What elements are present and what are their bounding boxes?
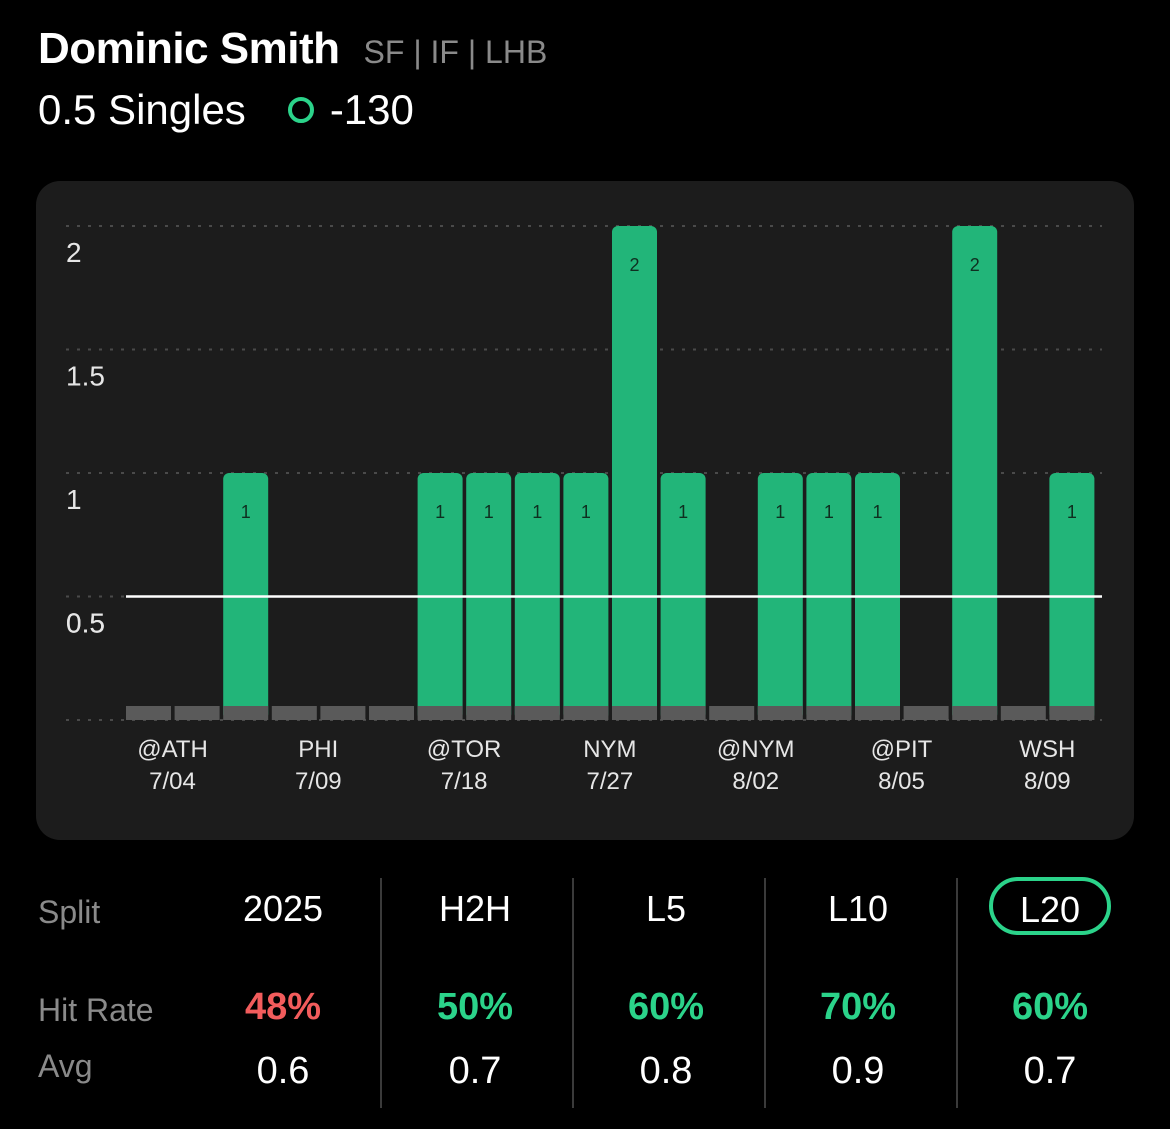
player-meta: SF | IF | LHB: [363, 34, 548, 70]
split-header: 2025: [188, 888, 378, 930]
bar-base: [223, 706, 269, 720]
header: Dominic Smith SF | IF | LHB 0.5 Singles …: [38, 24, 547, 134]
bar-value-label: 1: [241, 502, 251, 522]
bar-chart: 0.511.521 1 1 1 121 1 1 1210.5@ATH7/04PHI7/09@T…: [66, 225, 1102, 795]
bar-value-label: 1: [775, 502, 785, 522]
x-team-label: NYM: [583, 736, 636, 763]
column-divider: [572, 878, 574, 1108]
x-date-label: 8/09: [1024, 768, 1071, 795]
avg-value: 0.8: [639, 1050, 693, 1092]
hit-rate-value: 70%: [819, 986, 897, 1028]
split-tab-l20[interactable]: L20: [989, 877, 1111, 935]
split-tab-l10[interactable]: L10: [827, 888, 889, 929]
column-divider: [380, 878, 382, 1108]
x-team-label: @PIT: [871, 736, 933, 763]
player-name: Dominic Smith: [38, 24, 340, 73]
y-tick-label: 2: [66, 237, 82, 268]
x-date-label: 7/18: [441, 768, 488, 795]
split-tab-h2h[interactable]: H2H: [438, 888, 512, 929]
hit-rate-label: Hit Rate: [38, 992, 154, 1028]
bar-base: [1000, 706, 1046, 720]
bar-value-label: 2: [970, 255, 980, 275]
prop-line: 0.5 Singles: [38, 86, 246, 133]
bar-base: [855, 706, 900, 720]
bar-base: [563, 706, 609, 720]
split-header: H2H: [380, 888, 570, 930]
hit-rate-value: 60%: [1011, 986, 1089, 1028]
chart-card: 0.5 1 1.5 2 1 1 1 1 1 2 1 1 1 1 2 1 0.5 @ATH 7/04 PHI 7/09 @T…: [36, 181, 1134, 840]
bar-base: [806, 706, 852, 720]
bar-value-label: 2: [629, 255, 639, 275]
x-date-label: 7/27: [587, 768, 634, 795]
bar-value-label: 1: [1067, 502, 1077, 522]
line-value-label: 0.5: [66, 608, 105, 639]
bar-base: [174, 706, 220, 720]
bar-base: [126, 706, 171, 720]
avg-value: 0.7: [1023, 1050, 1077, 1092]
bar-value-label: 1: [484, 502, 494, 522]
bar-base: [320, 706, 366, 720]
bar-base: [466, 706, 512, 720]
hit-rate-value: 60%: [627, 986, 705, 1028]
avg-value: 0.6: [256, 1050, 310, 1092]
bar-base: [271, 706, 317, 720]
x-team-label: @ATH: [137, 736, 208, 763]
bar-base: [660, 706, 706, 720]
split-header: L10: [763, 888, 953, 930]
split-header: L20: [955, 877, 1145, 935]
hit-rate-value: 48%: [244, 986, 322, 1028]
bar-value-label: 1: [435, 502, 445, 522]
y-tick-label: 1.5: [66, 361, 105, 392]
over-circle-icon: [287, 97, 314, 123]
hit-rate-value: 50%: [436, 986, 514, 1028]
avg-label: Avg: [38, 1048, 93, 1084]
bar: [952, 226, 998, 720]
bar-value-label: 1: [824, 502, 834, 522]
odds-value: -130: [329, 86, 414, 133]
bar-value-label: 1: [581, 502, 591, 522]
bar-base: [1049, 706, 1095, 720]
split-label: Split: [38, 894, 101, 930]
x-team-label: PHI: [298, 736, 338, 763]
bar-base: [612, 706, 657, 720]
bar-base: [709, 706, 755, 720]
bar-base: [369, 706, 414, 720]
avg-value: 0.7: [448, 1050, 502, 1092]
y-tick-label: 0.5: [66, 608, 105, 639]
x-team-label: @NYM: [717, 736, 795, 763]
avg-value: 0.9: [831, 1050, 885, 1092]
column-divider: [764, 878, 766, 1108]
bar-base: [903, 706, 949, 720]
stats-table: Split Hit Rate Avg 2025 48% 0.6 H2H 50% 0.7 L5…: [0, 858, 1170, 1129]
bar-base: [952, 706, 998, 720]
bar-base: [417, 706, 463, 720]
column-divider: [956, 878, 958, 1108]
bar: [612, 226, 657, 720]
bar-value-label: 1: [532, 502, 542, 522]
split-tab-l5[interactable]: L5: [645, 888, 687, 929]
bar-base: [514, 706, 560, 720]
bar-value-label: 1: [678, 502, 688, 522]
x-team-label: WSH: [1019, 736, 1075, 763]
x-date-label: 8/02: [732, 768, 779, 795]
split-header: L5: [571, 888, 761, 930]
split-tab-2025[interactable]: 2025: [242, 888, 324, 929]
bar-base: [757, 706, 803, 720]
x-date-label: 8/05: [878, 768, 925, 795]
prop-row: 0.5 Singles -130: [38, 86, 547, 134]
bar-value-label: 1: [872, 502, 882, 522]
x-date-label: 7/04: [149, 768, 196, 795]
x-date-label: 7/09: [295, 768, 342, 795]
name-row: Dominic Smith SF | IF | LHB: [38, 24, 547, 74]
x-team-label: @TOR: [427, 736, 502, 763]
y-tick-label: 1: [66, 484, 82, 515]
